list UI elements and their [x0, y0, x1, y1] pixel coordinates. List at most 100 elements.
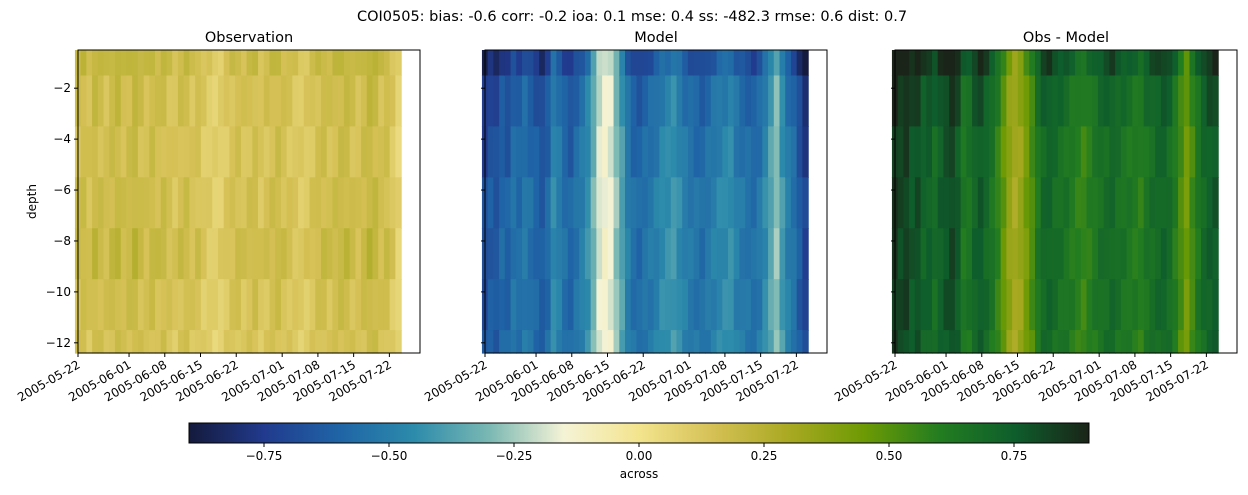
heatmap-cell: [1115, 330, 1122, 354]
heatmap-cell: [903, 50, 910, 77]
heatmap-cell: [1092, 279, 1099, 331]
heatmap-cell: [389, 75, 396, 127]
heatmap-cell: [1206, 330, 1213, 354]
heatmap-cell: [584, 126, 592, 178]
heatmap-cell: [1132, 50, 1139, 77]
heatmap-cell: [573, 75, 580, 127]
heatmap-cell: [383, 279, 391, 331]
heatmap-cell: [733, 75, 741, 127]
heatmap-cell: [687, 177, 695, 229]
heatmap-cell: [584, 228, 592, 280]
heatmap-cell: [1097, 279, 1105, 331]
heatmap-cell: [983, 228, 990, 280]
heatmap-cell: [1040, 330, 1048, 354]
heatmap-cell: [200, 228, 208, 280]
heatmap-cell: [1138, 279, 1145, 331]
heatmap-cell: [218, 330, 225, 354]
heatmap-cell: [218, 279, 225, 331]
heatmap-cell: [909, 279, 916, 331]
heatmap-cell: [309, 330, 316, 354]
heatmap-cell: [527, 75, 535, 127]
heatmap-cell: [756, 126, 763, 178]
heatmap-cell: [710, 126, 718, 178]
heatmap-cell: [229, 50, 236, 77]
heatmap-cell: [195, 126, 202, 178]
heatmap-cell: [212, 228, 219, 280]
heatmap-cell: [229, 228, 236, 280]
heatmap-cell: [97, 75, 105, 127]
heatmap-cell: [768, 177, 775, 229]
panel-title: Model: [634, 30, 678, 46]
heatmap-cell: [647, 177, 655, 229]
heatmap-cell: [309, 177, 316, 229]
heatmap-cell: [665, 126, 672, 178]
heatmap-cell: [989, 126, 996, 178]
heatmap-cell: [521, 177, 529, 229]
heatmap-cell: [1155, 75, 1162, 127]
heatmap-cell: [937, 330, 945, 354]
heatmap-cell: [773, 228, 781, 280]
heatmap-cell: [372, 75, 379, 127]
heatmap-cell: [137, 279, 145, 331]
heatmap: [481, 50, 809, 354]
heatmap-cell: [960, 177, 967, 229]
heatmap-cell: [699, 228, 706, 280]
heatmap-cell: [1183, 50, 1191, 77]
heatmap-cell: [252, 50, 259, 77]
heatmap-cell: [926, 330, 933, 354]
heatmap-cell: [212, 126, 219, 178]
heatmap-cell: [1057, 330, 1065, 354]
heatmap-cell: [1012, 75, 1019, 127]
heatmap-cell: [258, 126, 265, 178]
heatmap-cell: [983, 50, 990, 77]
heatmap-cell: [665, 50, 672, 77]
heatmap-cell: [573, 50, 580, 77]
heatmap-cell: [521, 75, 529, 127]
heatmap-cell: [80, 228, 87, 280]
heatmap-cell: [395, 75, 402, 127]
heatmap-cell: [246, 228, 253, 280]
heatmap-cell: [1029, 177, 1036, 229]
heatmap-cell: [80, 279, 87, 331]
heatmap-cell: [183, 330, 190, 354]
heatmap-cell: [349, 279, 356, 331]
heatmap-cell: [779, 126, 786, 178]
heatmap-cell: [1189, 330, 1196, 354]
heatmap-cell: [977, 50, 985, 77]
heatmap-cell: [699, 126, 706, 178]
heatmap-cell: [722, 330, 729, 354]
heatmap-cell: [733, 330, 741, 354]
heatmap-cell: [625, 279, 632, 331]
heatmap-cell: [1206, 228, 1213, 280]
heatmap-cell: [647, 279, 655, 331]
heatmap-cell: [909, 228, 916, 280]
heatmap-cell: [103, 50, 110, 77]
heatmap-cell: [120, 330, 128, 354]
heatmap-cell: [269, 177, 276, 229]
heatmap-cell: [143, 330, 150, 354]
heatmap-cell: [972, 330, 979, 354]
heatmap-cell: [745, 228, 752, 280]
heatmap-cell: [1166, 75, 1173, 127]
heatmap-cell: [573, 126, 580, 178]
heatmap-cell: [1017, 126, 1025, 178]
heatmap-cell: [286, 330, 293, 354]
heatmap-cell: [1200, 228, 1208, 280]
heatmap-cell: [149, 330, 156, 354]
heatmap-cell: [1086, 126, 1093, 178]
heatmap-cell: [326, 177, 334, 229]
heatmap-cell: [584, 75, 592, 127]
heatmap-cell: [994, 330, 1002, 354]
heatmap-cell: [1012, 177, 1019, 229]
heatmap-cell: [206, 330, 213, 354]
heatmap-cell: [647, 126, 655, 178]
heatmap-cell: [937, 50, 945, 77]
heatmap-cell: [160, 75, 168, 127]
heatmap-cell: [579, 126, 586, 178]
heatmap-cell: [527, 330, 535, 354]
heatmap-cell: [693, 330, 700, 354]
heatmap-cell: [983, 279, 990, 331]
heatmap-cell: [149, 75, 156, 127]
heatmap-cell: [1138, 177, 1145, 229]
